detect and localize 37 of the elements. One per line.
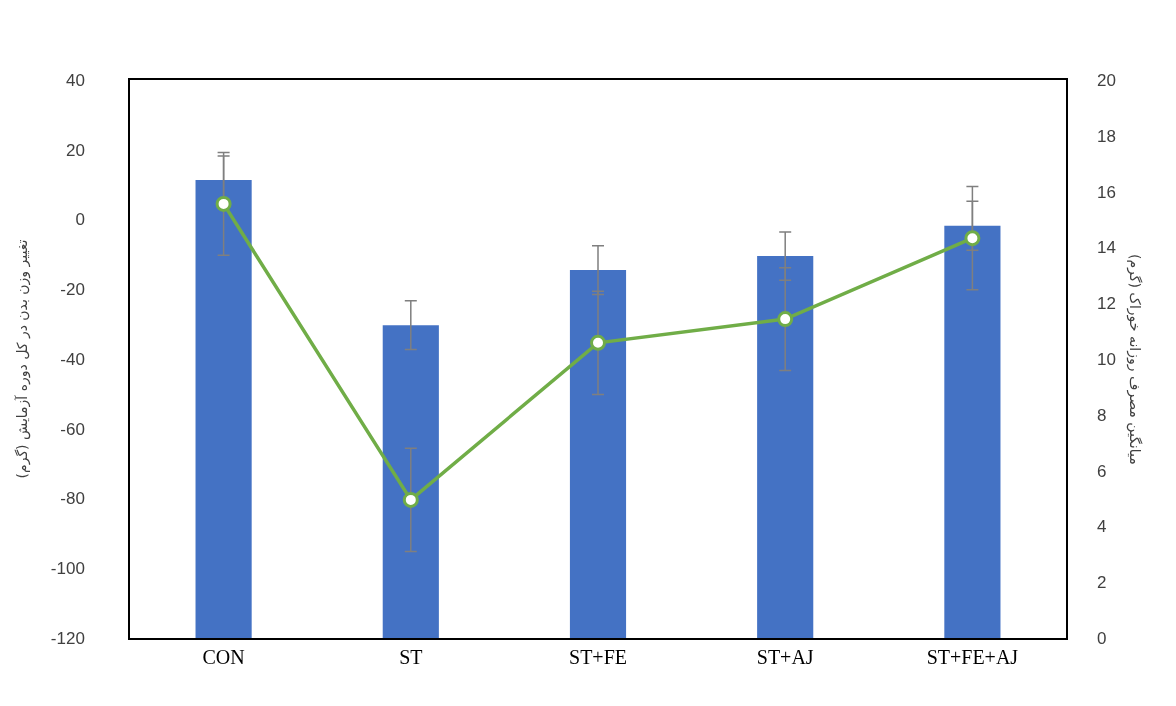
bar [195,180,252,638]
x-tick-label: ST+AJ [756,645,814,668]
y2-tick-label: 12 [1097,294,1116,314]
bar [757,256,814,638]
point [402,491,419,508]
point [590,334,606,351]
y-tick-label: 0 [75,210,85,230]
y2-tick-label: 2 [1097,573,1107,593]
y2-axis-title: میانگین مصرف روزانه خوراک (گرم) [1126,253,1144,465]
y2-tick-label: 18 [1097,126,1116,146]
y2-tick-label: 14 [1097,238,1116,258]
bar [944,225,1001,638]
x-tick-label: CON [202,645,245,668]
bar [569,270,627,638]
y2-tick-label: 4 [1097,517,1107,537]
y-tick-label: -80 [60,489,85,509]
point [777,311,794,328]
y2-tick-label: 8 [1097,405,1107,425]
x-tick-label: ST+FE [569,645,627,668]
y-tick-label: -120 [50,628,85,648]
y2-tick-label: 16 [1097,182,1116,202]
y-axis-title: تغییر وزن بدن در کل دوره آزمایش (گرم) [13,239,31,479]
y-tick-label: 40 [65,70,85,90]
y2-tick-label: 10 [1097,349,1116,369]
y2-tick-label: 0 [1097,628,1107,648]
bar [382,325,439,638]
y2-tick-label: 20 [1097,70,1116,90]
point [215,195,232,212]
y-tick-label: 20 [65,140,85,160]
point [964,230,981,247]
y-tick-label: -100 [50,559,85,579]
x-tick-label: ST+FE+AJ [926,645,1019,668]
y2-tick-label: 6 [1097,461,1107,481]
y-tick-label: -20 [60,280,85,300]
y-tick-label: -60 [60,419,85,439]
x-tick-label: ST [399,645,423,668]
y-tick-label: -40 [60,349,85,369]
